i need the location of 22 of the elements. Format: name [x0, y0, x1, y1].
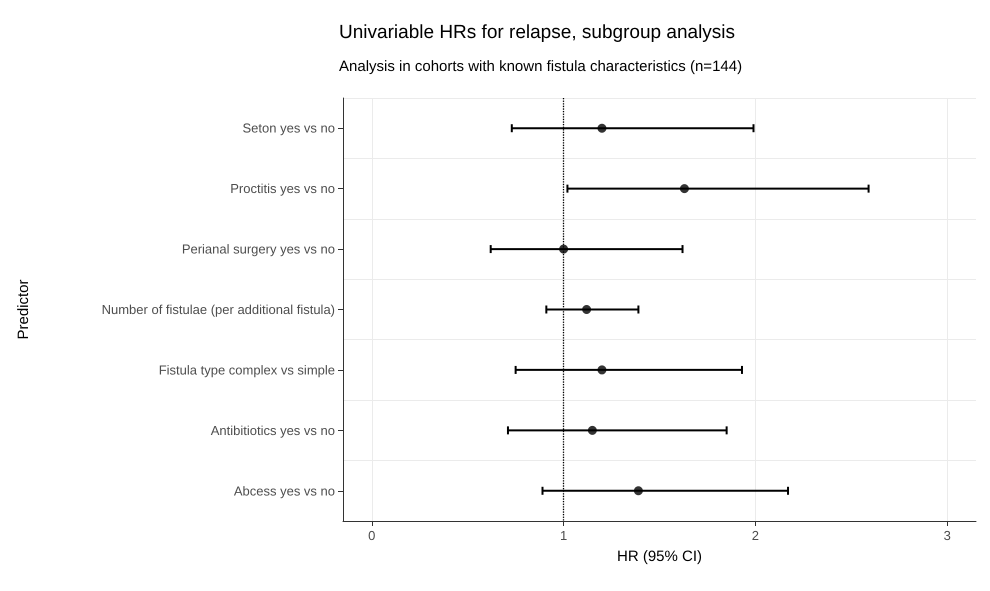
x-tick-label: 1	[560, 528, 568, 543]
y-tick-label: Seton yes vs no	[242, 120, 335, 136]
x-axis-title: HR (95% CI)	[616, 548, 702, 565]
y-tick-label: Proctitis yes vs no	[230, 181, 335, 196]
x-tick-label: 3	[944, 528, 951, 543]
chart-subtitle: Analysis in cohorts with known fistula characteristics (n=144)	[339, 58, 742, 75]
y-tick-label: Perianal surgery yes vs no	[182, 242, 335, 257]
y-axis-title: Predictor	[15, 279, 32, 340]
point	[559, 244, 568, 254]
x-tick-label: 0	[368, 528, 376, 543]
point	[634, 486, 643, 496]
y-tick-label: Fistula type complex vs simple	[158, 362, 335, 378]
point	[582, 305, 592, 314]
y-tick-label: Abcess yes vs no	[234, 483, 335, 498]
point	[597, 124, 606, 133]
point	[597, 365, 606, 374]
chart-title: Univariable HRs for relapse, subgroup analysis	[339, 22, 736, 43]
y-tick-label: Antibitiotics yes vs no	[210, 422, 335, 438]
y-tick-label: Number of fistulae (per additional fistula)	[102, 302, 335, 317]
x-tick-label: 2	[752, 528, 760, 543]
point	[680, 184, 689, 194]
point	[588, 426, 597, 435]
